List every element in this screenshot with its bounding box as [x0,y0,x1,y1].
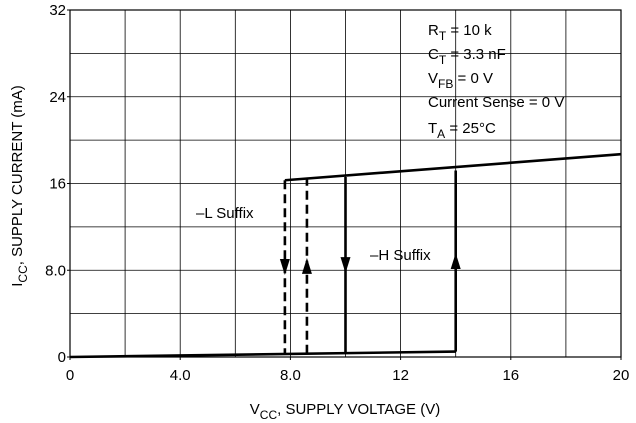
condition-rest: = 10 k [446,22,492,39]
y-tick-label: 16 [49,176,66,193]
condition: RT = 10 k [428,22,492,43]
condition-rest: = 25°C [445,120,496,137]
y-tick-label: 24 [49,89,66,106]
condition-main: C [428,46,439,63]
arrow-head [301,257,312,274]
condition-sub: T [439,53,447,67]
condition-rest: = 3.3 nF [446,46,506,63]
y-tick-label: 32 [49,2,66,19]
arrow-head [340,257,351,274]
curve [284,152,622,182]
condition: VFB = 0 V [428,70,493,91]
condition-rest: = 0 V [453,70,493,87]
y-axis-title-main: I [9,283,26,287]
condition: Current Sense = 0 V [428,94,564,111]
y-tick-label: 0 [58,349,66,366]
y-axis-title-sub: CC [16,265,30,283]
x-axis-title-main: V [250,401,260,418]
annotation: –H Suffix [370,247,431,264]
x-axis-title-sub: CC [260,408,278,422]
condition-main: V [428,70,438,87]
x-tick-label: 0 [66,367,74,384]
x-axis-title-rest: , SUPPLY VOLTAGE (V) [277,401,440,418]
x-axis-title: VCC, SUPPLY VOLTAGE (V) [250,401,440,422]
curve [69,350,456,359]
x-tick-label: 20 [613,367,630,384]
x-tick-label: 12 [392,367,409,384]
x-tick-label: 8.0 [280,367,301,384]
x-tick-label: 16 [502,367,519,384]
arrow-head [450,253,461,270]
condition-main: T [428,120,437,137]
arrow-head [279,258,290,275]
x-tick-label: 4.0 [170,367,191,384]
condition: TA = 25°C [428,120,496,141]
y-tick-label: 8.0 [45,262,66,279]
condition: CT = 3.3 nF [428,46,506,67]
condition-main: Current Sense = 0 V [428,94,564,111]
condition-sub: T [439,29,447,43]
condition-main: R [428,22,439,39]
y-axis-title: ICC, SUPPLY CURRENT (mA) [9,85,30,287]
y-axis-title-rest: , SUPPLY CURRENT (mA) [9,85,26,265]
annotation: –L Suffix [196,205,254,222]
condition-sub: FB [438,77,453,91]
condition-sub: A [437,127,445,141]
